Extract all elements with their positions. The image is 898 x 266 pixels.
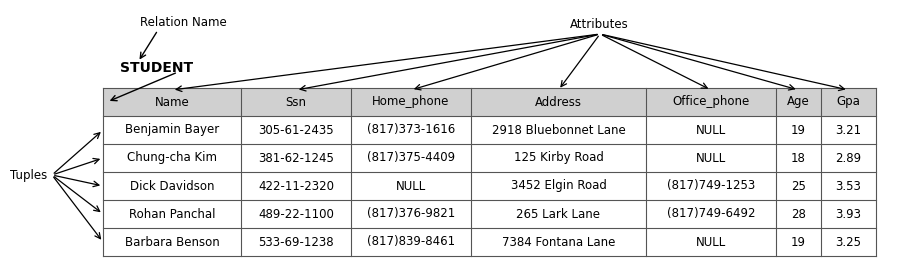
Text: (817)749-1253: (817)749-1253 [667, 180, 755, 193]
Text: Address: Address [535, 95, 582, 109]
Bar [103, 116, 876, 144]
Text: Attributes: Attributes [570, 18, 629, 31]
Text: 3.25: 3.25 [835, 235, 861, 248]
Text: 7384 Fontana Lane: 7384 Fontana Lane [502, 235, 615, 248]
Text: 3.93: 3.93 [835, 207, 861, 221]
Bar [103, 172, 876, 200]
Text: (817)373-1616: (817)373-1616 [367, 123, 455, 136]
Text: 489-22-1100: 489-22-1100 [258, 207, 334, 221]
Text: 18: 18 [791, 152, 806, 164]
Text: Relation Name: Relation Name [140, 16, 227, 29]
Bar [103, 200, 876, 228]
Bar [103, 88, 876, 116]
Text: Age: Age [788, 95, 810, 109]
Text: 3.53: 3.53 [835, 180, 861, 193]
Text: Name: Name [154, 95, 189, 109]
Text: Chung-cha Kim: Chung-cha Kim [127, 152, 217, 164]
Text: Dick Davidson: Dick Davidson [129, 180, 215, 193]
Text: Benjamin Bayer: Benjamin Bayer [125, 123, 219, 136]
Text: 422-11-2320: 422-11-2320 [258, 180, 334, 193]
Text: 19: 19 [791, 123, 806, 136]
Text: 28: 28 [791, 207, 806, 221]
Text: (817)749-6492: (817)749-6492 [666, 207, 755, 221]
Text: Tuples: Tuples [10, 168, 48, 181]
Text: 533-69-1238: 533-69-1238 [259, 235, 334, 248]
Text: Gpa: Gpa [837, 95, 860, 109]
Text: Barbara Benson: Barbara Benson [125, 235, 219, 248]
Text: 19: 19 [791, 235, 806, 248]
Text: 305-61-2435: 305-61-2435 [259, 123, 334, 136]
Text: (817)839-8461: (817)839-8461 [367, 235, 455, 248]
Text: Home_phone: Home_phone [373, 95, 450, 109]
Text: 25: 25 [791, 180, 806, 193]
Text: 125 Kirby Road: 125 Kirby Road [514, 152, 603, 164]
Text: Ssn: Ssn [286, 95, 306, 109]
Text: 2.89: 2.89 [835, 152, 861, 164]
Text: 2918 Bluebonnet Lane: 2918 Bluebonnet Lane [491, 123, 625, 136]
Text: (817)375-4409: (817)375-4409 [367, 152, 455, 164]
Text: NULL: NULL [696, 152, 726, 164]
Text: 3.21: 3.21 [835, 123, 861, 136]
Text: NULL: NULL [696, 123, 726, 136]
Text: Rohan Panchal: Rohan Panchal [128, 207, 216, 221]
Text: STUDENT: STUDENT [120, 61, 193, 75]
Text: 381-62-1245: 381-62-1245 [258, 152, 334, 164]
Text: NULL: NULL [396, 180, 427, 193]
Text: (817)376-9821: (817)376-9821 [367, 207, 455, 221]
Text: Office_phone: Office_phone [673, 95, 750, 109]
Text: NULL: NULL [696, 235, 726, 248]
Bar [103, 144, 876, 172]
Text: 265 Lark Lane: 265 Lark Lane [516, 207, 601, 221]
Bar [103, 228, 876, 256]
Text: 3452 Elgin Road: 3452 Elgin Road [511, 180, 606, 193]
